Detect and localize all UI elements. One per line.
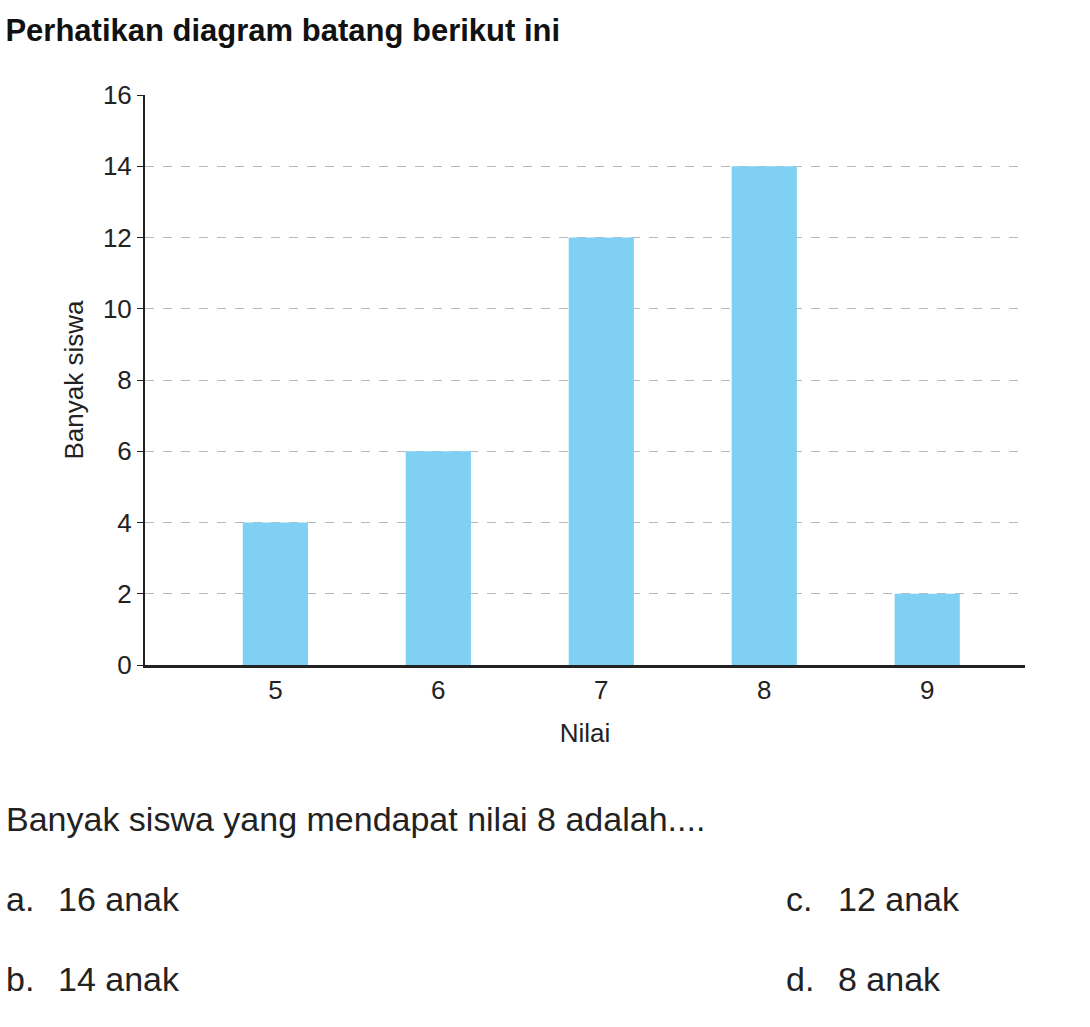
svg-text:14: 14 bbox=[103, 151, 132, 181]
svg-text:0: 0 bbox=[117, 650, 131, 680]
svg-text:6: 6 bbox=[117, 436, 131, 466]
svg-text:Nilai: Nilai bbox=[560, 718, 611, 748]
svg-text:4: 4 bbox=[117, 508, 131, 538]
html-text:d.: d. bbox=[786, 960, 815, 998]
html-text:8 anak: 8 anak bbox=[838, 960, 941, 998]
html-text:14 anak: 14 anak bbox=[58, 960, 179, 998]
html-text:Banyak siswa yang mendapat nil: Banyak siswa yang mendapat nilai 8 adala… bbox=[6, 800, 706, 838]
html-text:b.: b. bbox=[6, 960, 35, 998]
svg-text:8: 8 bbox=[757, 675, 771, 705]
svg-text:16: 16 bbox=[103, 80, 132, 110]
svg-text:6: 6 bbox=[431, 675, 445, 705]
svg-text:8: 8 bbox=[117, 365, 131, 395]
html-text:12 anak: 12 anak bbox=[838, 880, 959, 918]
svg-text:7: 7 bbox=[594, 675, 608, 705]
svg-text:5: 5 bbox=[268, 675, 282, 705]
svg-text:9: 9 bbox=[920, 675, 934, 705]
html-text:a.: a. bbox=[6, 880, 35, 918]
svg-text:Perhatikan diagram batang beri: Perhatikan diagram batang berikut ini bbox=[5, 13, 560, 48]
svg-text:12: 12 bbox=[103, 223, 132, 253]
html-text:16 anak: 16 anak bbox=[58, 880, 179, 918]
svg-text:10: 10 bbox=[103, 294, 132, 324]
html-text:c.: c. bbox=[786, 880, 813, 918]
svg-text:2: 2 bbox=[117, 579, 131, 609]
svg-text:Banyak siswa: Banyak siswa bbox=[59, 300, 89, 459]
